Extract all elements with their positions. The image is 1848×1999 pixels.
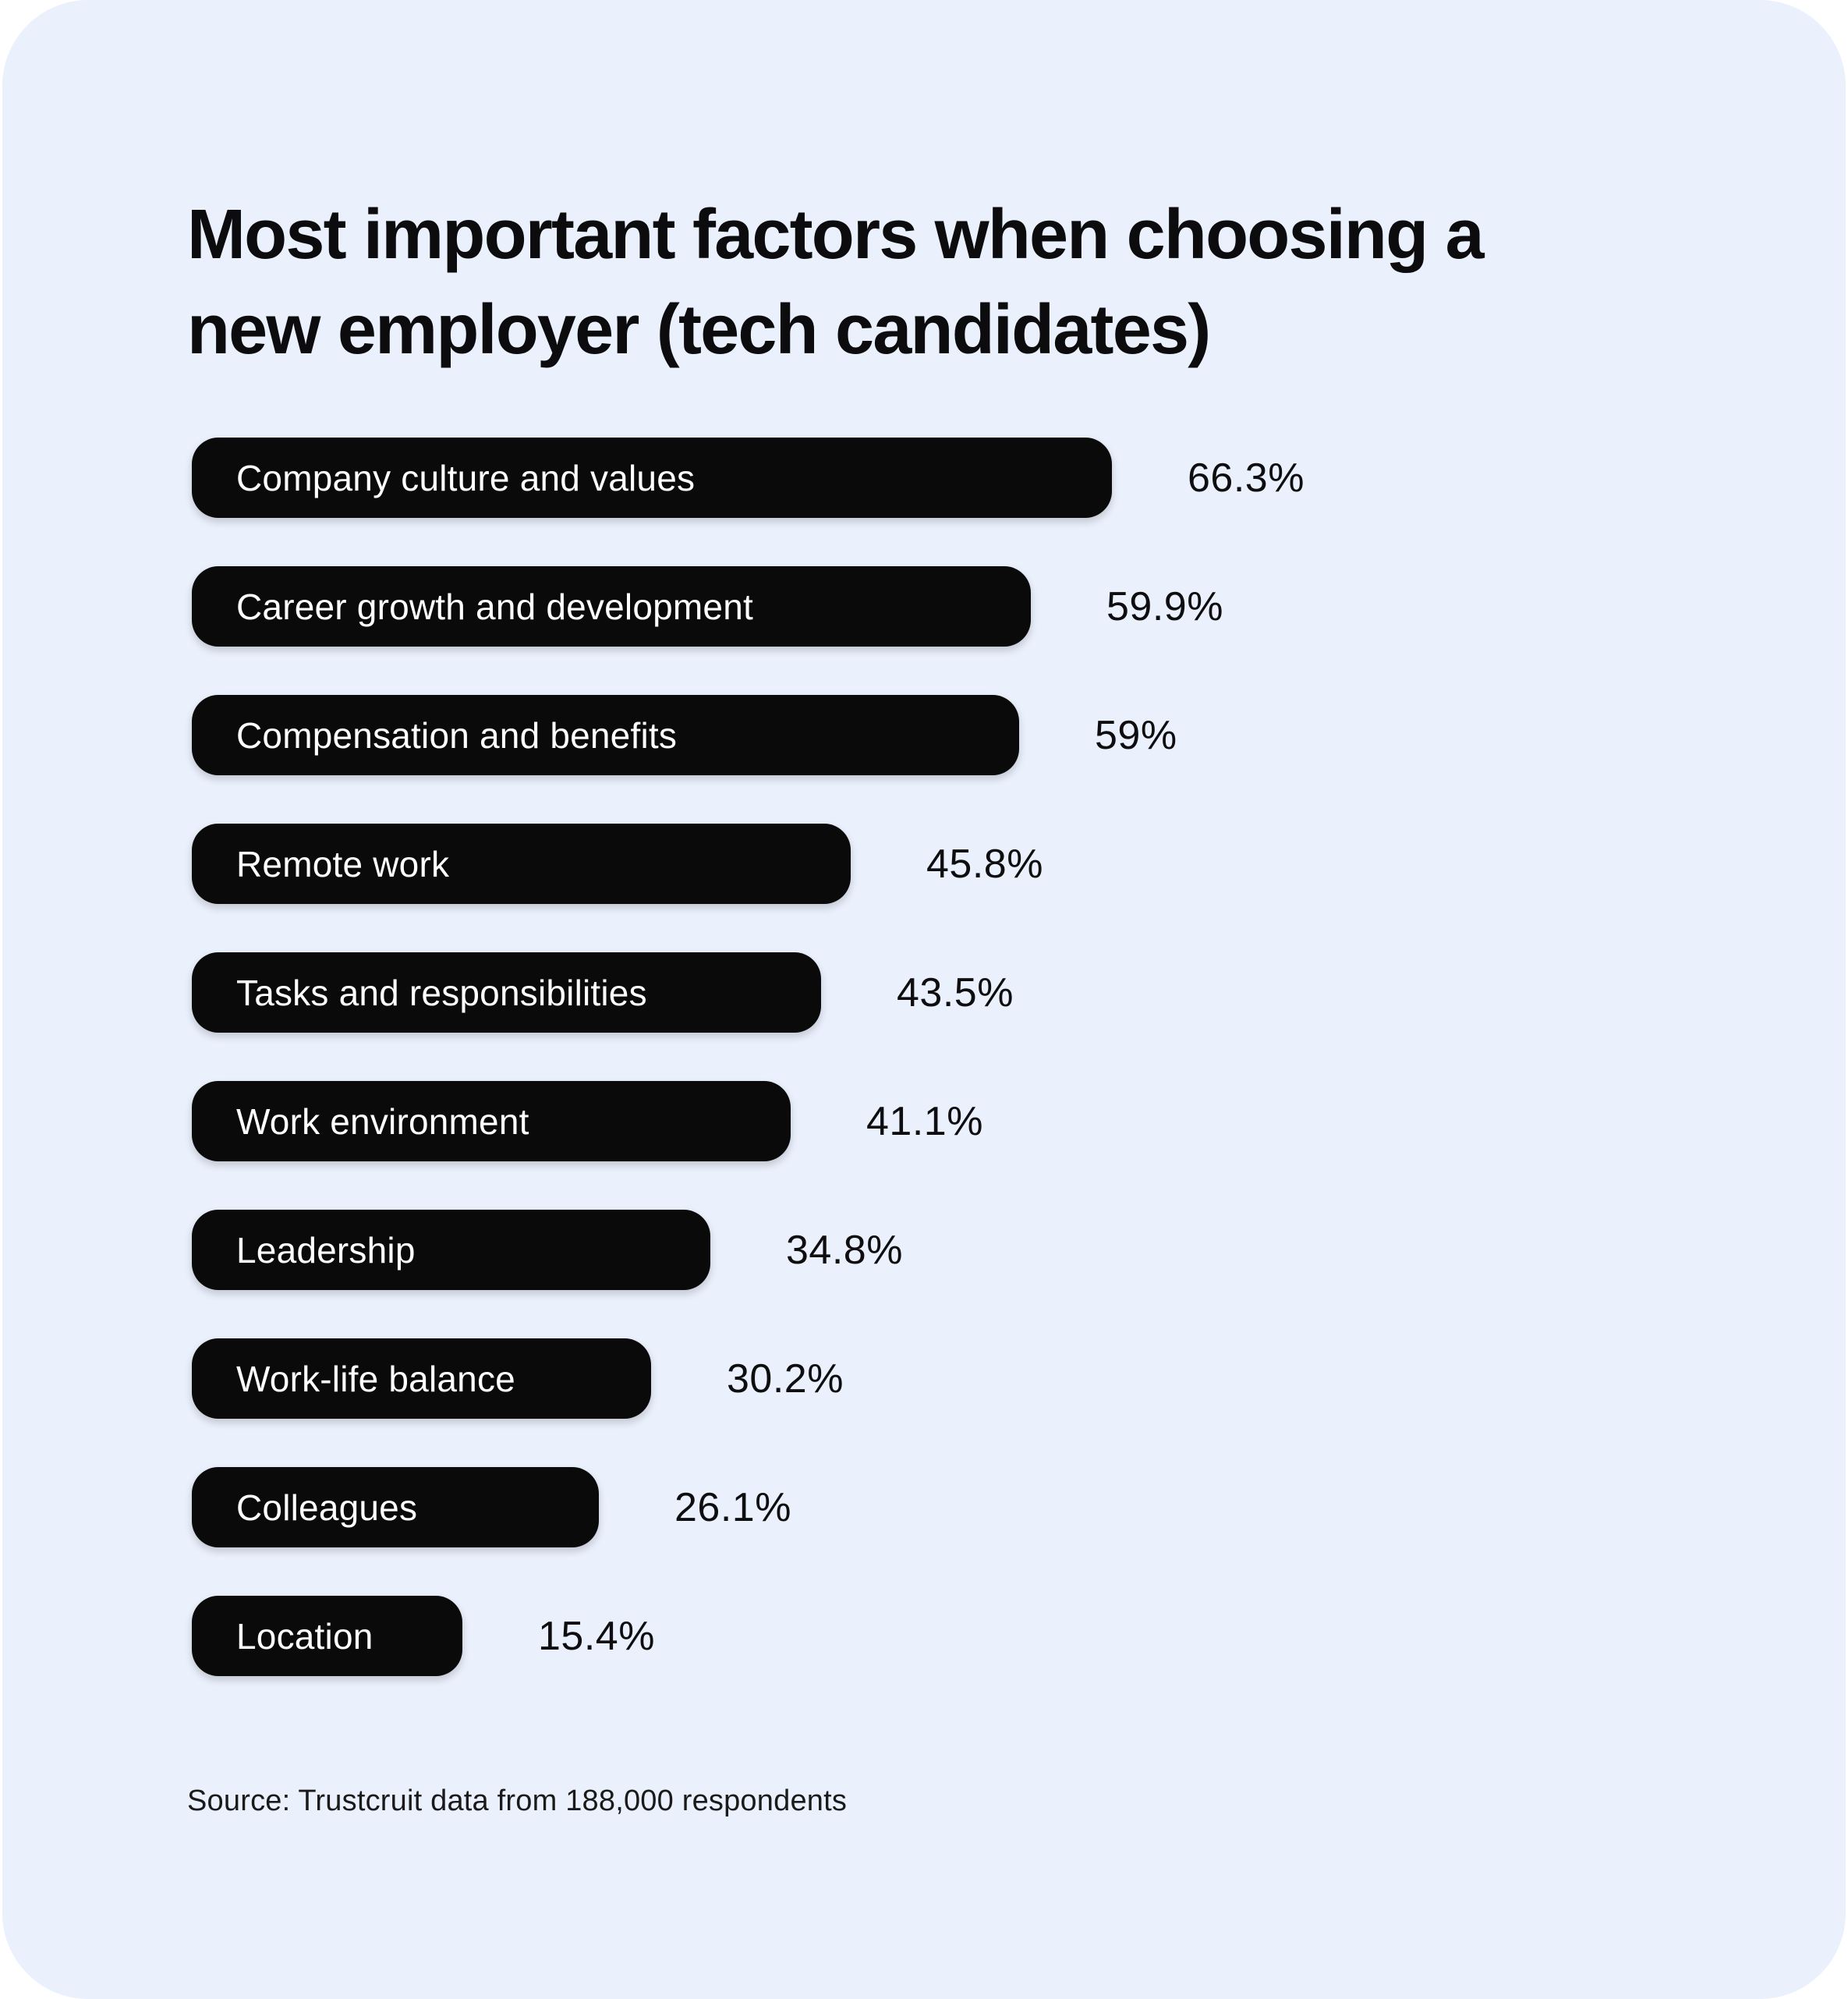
bar-compensation: Compensation and benefits (192, 695, 1019, 775)
bar-label: Career growth and development (236, 586, 753, 627)
bar-label: Compensation and benefits (236, 714, 678, 756)
bar-row: Work-life balance 30.2% (192, 1338, 844, 1419)
bar-row: Compensation and benefits 59% (192, 695, 1177, 775)
chart-title-line-1: Most important factors when choosing a (187, 196, 1485, 275)
bar-remote-work: Remote work (192, 824, 851, 904)
bar-colleagues: Colleagues (192, 1467, 599, 1547)
bar-value: 30.2% (727, 1356, 844, 1402)
bar-work-life-balance: Work-life balance (192, 1338, 651, 1419)
source-note: Source: Trustcruit data from 188,000 res… (187, 1785, 848, 1817)
bar-row: Tasks and responsibilities 43.5% (192, 952, 1014, 1033)
bar-leadership: Leadership (192, 1210, 710, 1290)
bar-value: 59.9% (1106, 583, 1223, 629)
bar-value: 41.1% (866, 1098, 983, 1144)
bar-label: Work-life balance (236, 1358, 515, 1399)
bar-value: 34.8% (786, 1227, 903, 1273)
bar-label: Colleagues (236, 1487, 418, 1528)
bar-label: Work environment (236, 1101, 529, 1142)
bar-label: Remote work (236, 843, 450, 884)
bar-value: 59% (1095, 712, 1177, 758)
bar-row: Colleagues 26.1% (192, 1467, 791, 1547)
bar-work-environment: Work environment (192, 1081, 791, 1161)
bar-value: 43.5% (897, 969, 1014, 1015)
bar-value: 66.3% (1188, 455, 1305, 501)
chart-title-line-2: new employer (tech candidates) (187, 291, 1211, 370)
bar-row: Work environment 41.1% (192, 1081, 983, 1161)
bar-value: 26.1% (674, 1484, 791, 1530)
bar-label: Location (236, 1615, 373, 1657)
bar-career-growth: Career growth and development (192, 566, 1031, 647)
bar-row: Leadership 34.8% (192, 1210, 903, 1290)
bar-value: 15.4% (538, 1613, 655, 1659)
bar-label: Tasks and responsibilities (236, 972, 647, 1013)
bar-row: Remote work 45.8% (192, 824, 1043, 904)
bar-label: Company culture and values (236, 457, 696, 498)
bar-label: Leadership (236, 1229, 416, 1271)
bar-company-culture: Company culture and values (192, 438, 1112, 518)
bar-location: Location (192, 1596, 462, 1676)
chart-title: Most important factors when choosing a n… (187, 187, 1485, 377)
bar-row: Company culture and values 66.3% (192, 438, 1305, 518)
bar-value: 45.8% (926, 841, 1043, 887)
bar-tasks: Tasks and responsibilities (192, 952, 821, 1033)
bar-row: Location 15.4% (192, 1596, 655, 1676)
bar-row: Career growth and development 59.9% (192, 566, 1223, 647)
